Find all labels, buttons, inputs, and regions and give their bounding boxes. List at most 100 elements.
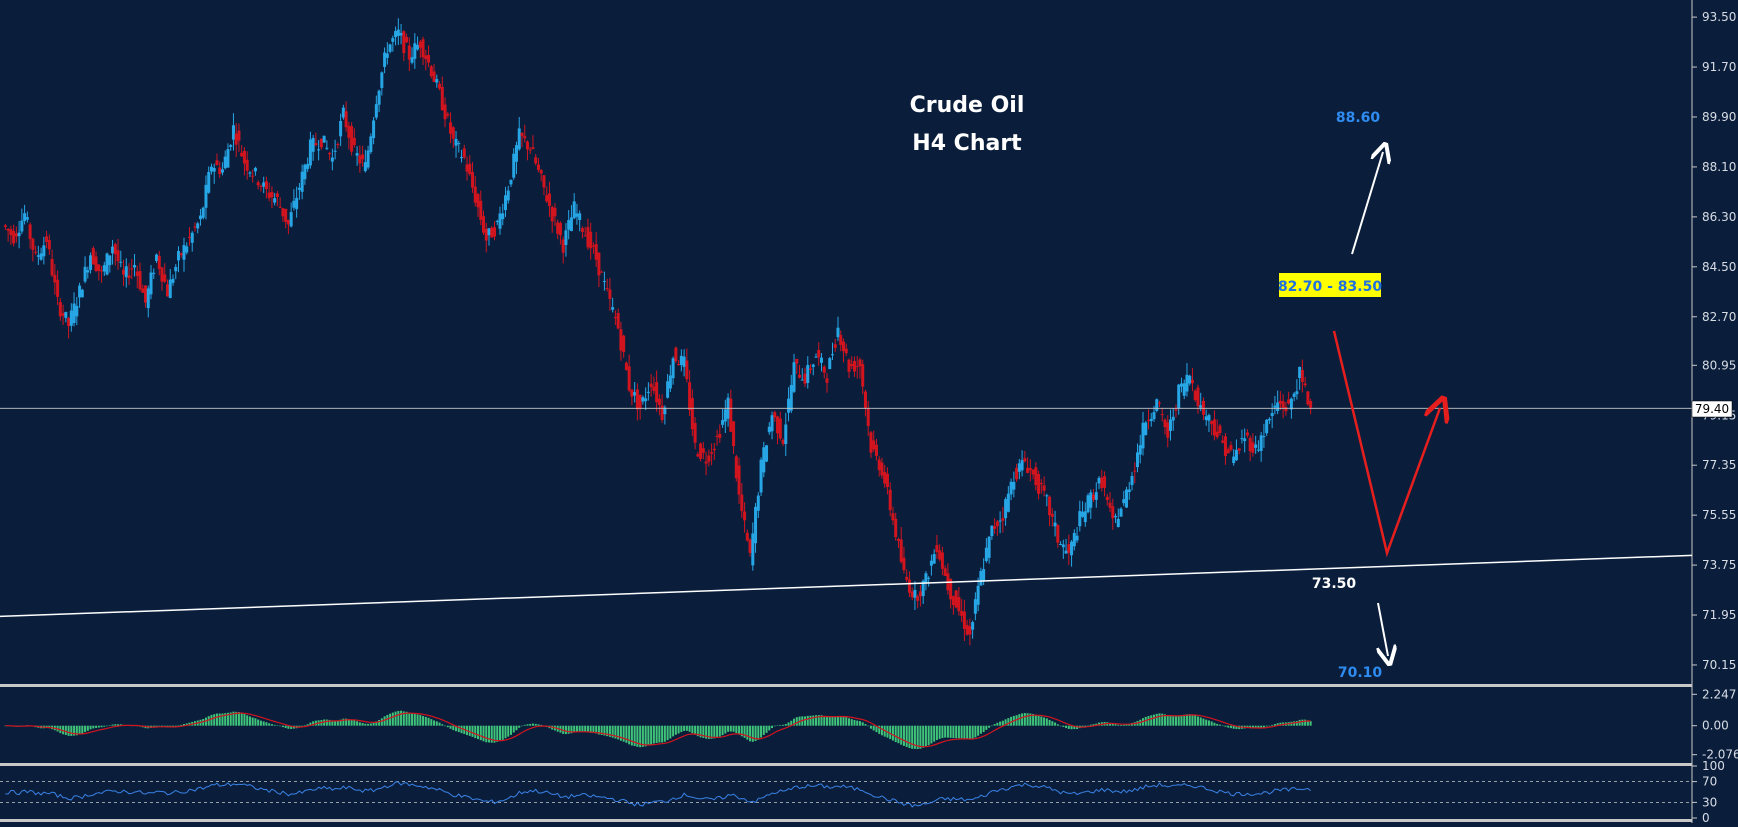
candle-body xyxy=(440,86,444,111)
candle-body xyxy=(308,139,312,166)
candle-body xyxy=(622,335,626,352)
candle-body xyxy=(78,285,82,298)
macd-bar xyxy=(845,717,848,726)
macd-bar xyxy=(891,725,894,741)
candle-body xyxy=(1188,375,1192,384)
candle-body xyxy=(1273,405,1277,408)
macd-bar xyxy=(705,725,708,739)
candle-body xyxy=(341,107,345,118)
candle-body xyxy=(476,194,480,208)
candle-body xyxy=(336,144,340,146)
candle-body xyxy=(1245,432,1249,436)
candle-body xyxy=(1034,467,1038,486)
candle-body xyxy=(361,154,365,160)
candles xyxy=(3,18,1313,646)
candle-body xyxy=(273,198,277,203)
candle-body xyxy=(281,208,285,217)
macd-bar xyxy=(784,724,787,726)
candle-body xyxy=(949,578,953,600)
candle-body xyxy=(1309,401,1313,408)
macd-bar xyxy=(617,725,620,740)
macd-bar xyxy=(894,725,897,743)
candle-body xyxy=(809,368,813,370)
candle-body xyxy=(1081,511,1085,517)
macd-bar xyxy=(839,716,842,726)
macd-bar xyxy=(325,719,328,726)
macd-bar xyxy=(707,725,710,739)
candle-body xyxy=(1028,468,1032,471)
macd-bar xyxy=(1172,716,1175,726)
macd-bar xyxy=(666,725,669,741)
macd-bar xyxy=(75,725,78,736)
candle-body xyxy=(1144,422,1148,435)
macd-bar xyxy=(540,724,543,726)
macd-bar xyxy=(595,725,598,734)
macd-bar xyxy=(603,725,606,736)
candle-body xyxy=(212,168,216,172)
candle-body xyxy=(1243,438,1247,442)
candle-body xyxy=(1125,489,1129,508)
macd-bar xyxy=(641,725,644,747)
candle-body xyxy=(784,424,788,444)
macd-bar xyxy=(180,724,183,726)
candle-body xyxy=(550,206,554,222)
macd-bar xyxy=(218,713,221,726)
candle-body xyxy=(1237,448,1241,451)
candle-body xyxy=(1141,422,1145,449)
candle-body xyxy=(699,443,703,459)
candle-body xyxy=(64,311,68,318)
candle-body xyxy=(1061,544,1065,548)
macd-bar xyxy=(389,713,392,726)
candle-body xyxy=(1223,436,1227,457)
candle-body xyxy=(1089,492,1093,508)
candle-body xyxy=(534,157,538,164)
candle-body xyxy=(113,244,117,255)
support-level-label: 73.50 xyxy=(1312,576,1357,592)
macd-bar xyxy=(284,725,287,729)
candle-body xyxy=(756,495,760,511)
candle-body xyxy=(116,250,120,262)
candle-body xyxy=(792,362,796,392)
upside-target-label: 88.60 xyxy=(1336,110,1381,126)
candle-body xyxy=(536,164,540,170)
macd-bar xyxy=(350,719,353,726)
candle-body xyxy=(520,132,524,137)
candle-body xyxy=(185,246,189,253)
macd-bar xyxy=(161,725,164,727)
candle-body xyxy=(1075,535,1079,541)
macd-bar xyxy=(356,721,359,726)
macd-bar xyxy=(336,720,339,726)
candle-body xyxy=(1070,541,1074,556)
candle-body xyxy=(1256,449,1260,451)
candle-body xyxy=(1059,543,1063,545)
candle-body xyxy=(204,184,208,208)
candle-body xyxy=(1281,401,1285,408)
candle-body xyxy=(435,79,439,83)
macd-bar xyxy=(1279,722,1282,726)
candle-body xyxy=(715,435,719,437)
macd-bar xyxy=(996,722,999,726)
macd-bar xyxy=(1070,725,1073,730)
candle-body xyxy=(982,569,986,581)
macd-bar xyxy=(919,725,922,749)
price-tick-label: 71.95 xyxy=(1702,608,1736,622)
candle-body xyxy=(12,230,16,244)
macd-bar xyxy=(804,716,807,726)
macd-bar xyxy=(70,725,73,736)
candle-body xyxy=(896,539,900,541)
macd-bar xyxy=(960,725,963,739)
macd-bar xyxy=(424,716,427,726)
macd-bar xyxy=(265,722,268,726)
macd-bar xyxy=(1015,715,1018,726)
candle-body xyxy=(1303,383,1307,386)
candle-body xyxy=(1100,477,1104,488)
candle-body xyxy=(1160,414,1164,416)
macd-bar xyxy=(204,717,207,726)
candle-body xyxy=(122,269,126,275)
macd-bar xyxy=(119,724,122,726)
candle-body xyxy=(1138,445,1142,455)
candle-body xyxy=(1009,481,1013,495)
candle-body xyxy=(1306,391,1310,405)
macd-bar xyxy=(754,725,757,741)
macd-bar xyxy=(303,725,306,726)
